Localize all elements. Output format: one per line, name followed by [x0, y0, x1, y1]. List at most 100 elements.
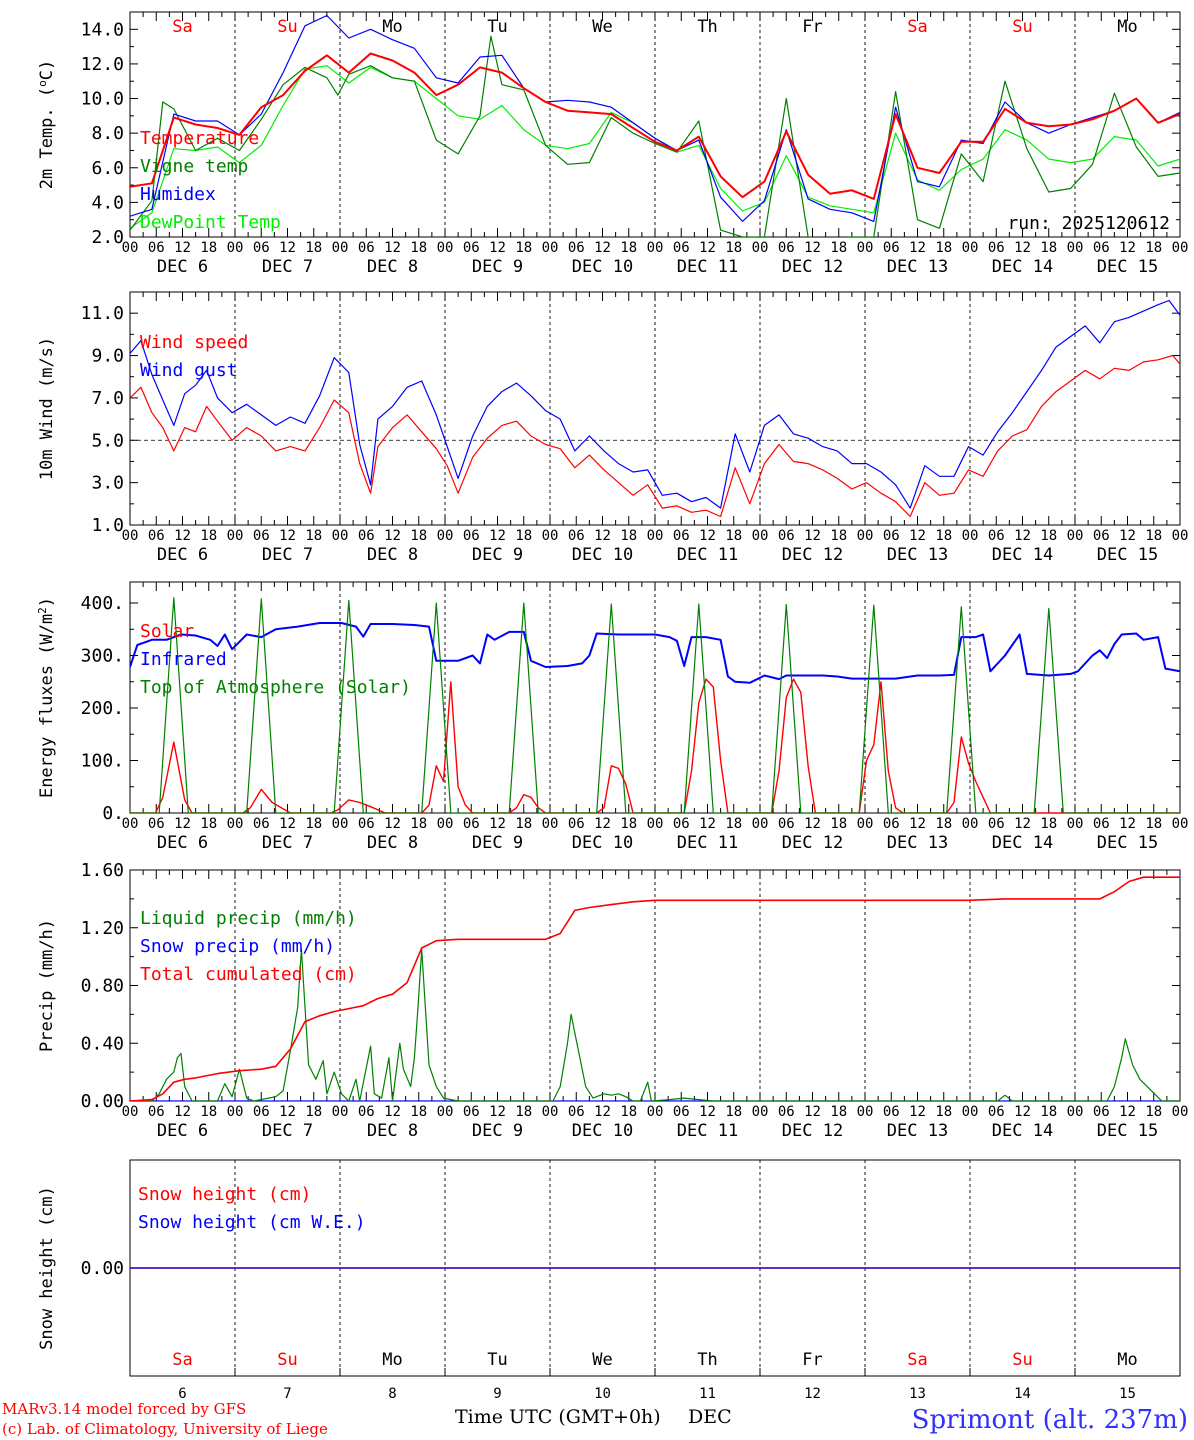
day-number-label: 13 [909, 1386, 926, 1402]
hour-tick-label: 06 [1093, 528, 1110, 544]
weekday-label-bottom: Sa [172, 1350, 192, 1370]
hour-tick-label: 06 [358, 528, 375, 544]
series-line-temp-1 [130, 35, 1180, 237]
hour-tick-label: 12 [594, 816, 611, 832]
y-tick-label: 5.0 [91, 430, 124, 451]
date-label: DEC 6 [157, 545, 208, 565]
x-axis-label: Time UTC (GMT+0h) [455, 1406, 661, 1428]
hour-tick-label: 18 [725, 240, 742, 256]
legend-entry: Liquid precip (mm/h) [140, 908, 357, 929]
series-line-precip-2 [130, 876, 1180, 1101]
hour-tick-label: 18 [935, 240, 952, 256]
weekday-label: Mo [382, 17, 402, 37]
weekday-label-bottom: We [592, 1350, 612, 1370]
hour-tick-label: 18 [305, 528, 322, 544]
hour-tick-label: 00 [647, 528, 664, 544]
hour-tick-label: 06 [883, 528, 900, 544]
hour-tick-label: 18 [1040, 528, 1057, 544]
hour-tick-label: 18 [1145, 1104, 1162, 1120]
unit-tail: C) [37, 60, 57, 80]
date-label: DEC 13 [887, 257, 948, 277]
hour-tick-label: 18 [935, 528, 952, 544]
weekday-label: Th [697, 17, 717, 37]
legend-entry: Top of Atmosphere (Solar) [140, 677, 411, 698]
date-label: DEC 11 [677, 545, 738, 565]
hour-tick-label: 06 [253, 528, 270, 544]
hour-tick-label: 06 [673, 528, 690, 544]
hour-tick-label: 12 [489, 1104, 506, 1120]
hour-tick-label: 06 [778, 528, 795, 544]
weekday-label-bottom: Tu [487, 1350, 507, 1370]
hour-tick-label: 00 [1172, 1104, 1189, 1120]
hour-tick-label: 06 [1093, 816, 1110, 832]
hour-tick-label: 12 [174, 816, 191, 832]
date-label: DEC 9 [472, 257, 523, 277]
hour-tick-label: 18 [1145, 528, 1162, 544]
hour-tick-label: 18 [830, 240, 847, 256]
hour-tick-label: 06 [988, 816, 1005, 832]
legend-entry: Snow height (cm) [138, 1184, 311, 1205]
date-label: DEC 9 [472, 1121, 523, 1141]
hour-tick-label: 06 [358, 1104, 375, 1120]
hour-tick-label: 00 [647, 1104, 664, 1120]
weekday-label: Fr [802, 17, 822, 37]
date-label: DEC 15 [1097, 257, 1158, 277]
date-label: DEC 8 [367, 833, 418, 853]
date-label: DEC 14 [992, 257, 1053, 277]
hour-tick-label: 18 [1040, 816, 1057, 832]
hour-tick-label: 06 [253, 240, 270, 256]
hour-tick-label: 12 [699, 1104, 716, 1120]
hour-tick-label: 06 [778, 240, 795, 256]
hour-tick-label: 00 [962, 528, 979, 544]
hour-tick-label: 06 [778, 816, 795, 832]
hour-tick-label: 12 [699, 240, 716, 256]
date-label: DEC 7 [262, 833, 313, 853]
y-tick-label: 400. [81, 593, 124, 614]
date-label: DEC 11 [677, 1121, 738, 1141]
weekday-label: Mo [1117, 17, 1137, 37]
y-tick-label: 7.0 [91, 388, 124, 409]
hour-tick-label: 00 [962, 816, 979, 832]
hour-tick-label: 00 [332, 240, 349, 256]
weekday-label: Su [1012, 17, 1032, 37]
hour-tick-label: 12 [1014, 816, 1031, 832]
hour-tick-label: 18 [620, 528, 637, 544]
y-tick-label: 200. [81, 698, 124, 719]
hour-tick-label: 00 [122, 1104, 139, 1120]
day-number-label: 7 [283, 1386, 291, 1402]
hour-tick-label: 12 [909, 816, 926, 832]
date-label: DEC 9 [472, 545, 523, 565]
hour-tick-label: 12 [699, 528, 716, 544]
day-number-label: 11 [699, 1386, 716, 1402]
hour-tick-label: 18 [515, 1104, 532, 1120]
weekday-label-bottom: Fr [802, 1350, 822, 1370]
hour-tick-label: 00 [857, 1104, 874, 1120]
hour-tick-label: 12 [489, 240, 506, 256]
hour-tick-label: 00 [752, 528, 769, 544]
date-label: DEC 13 [887, 833, 948, 853]
day-number-label: 8 [388, 1386, 396, 1402]
hour-tick-label: 12 [1119, 240, 1136, 256]
hour-tick-label: 12 [1014, 528, 1031, 544]
y-tick-label: 11.0 [81, 303, 124, 324]
hour-tick-label: 12 [594, 1104, 611, 1120]
hour-tick-label: 00 [1067, 528, 1084, 544]
hour-tick-label: 06 [673, 1104, 690, 1120]
y-axis-label: Snow height (cm) [37, 1186, 57, 1350]
weekday-label: Sa [172, 17, 192, 37]
day-number-label: 15 [1119, 1386, 1136, 1402]
hour-tick-label: 00 [1067, 816, 1084, 832]
hour-tick-label: 06 [253, 1104, 270, 1120]
hour-tick-label: 06 [463, 240, 480, 256]
series-line-temp-0 [130, 52, 1180, 200]
hour-tick-label: 06 [568, 528, 585, 544]
y-tick-label: 0.80 [81, 976, 124, 997]
date-label: DEC 12 [782, 545, 843, 565]
hour-tick-label: 00 [542, 1104, 559, 1120]
y-tick-label: 10.0 [81, 89, 124, 110]
hour-tick-label: 00 [647, 816, 664, 832]
hour-tick-label: 00 [1172, 816, 1189, 832]
x-axis-month: DEC [688, 1406, 732, 1428]
